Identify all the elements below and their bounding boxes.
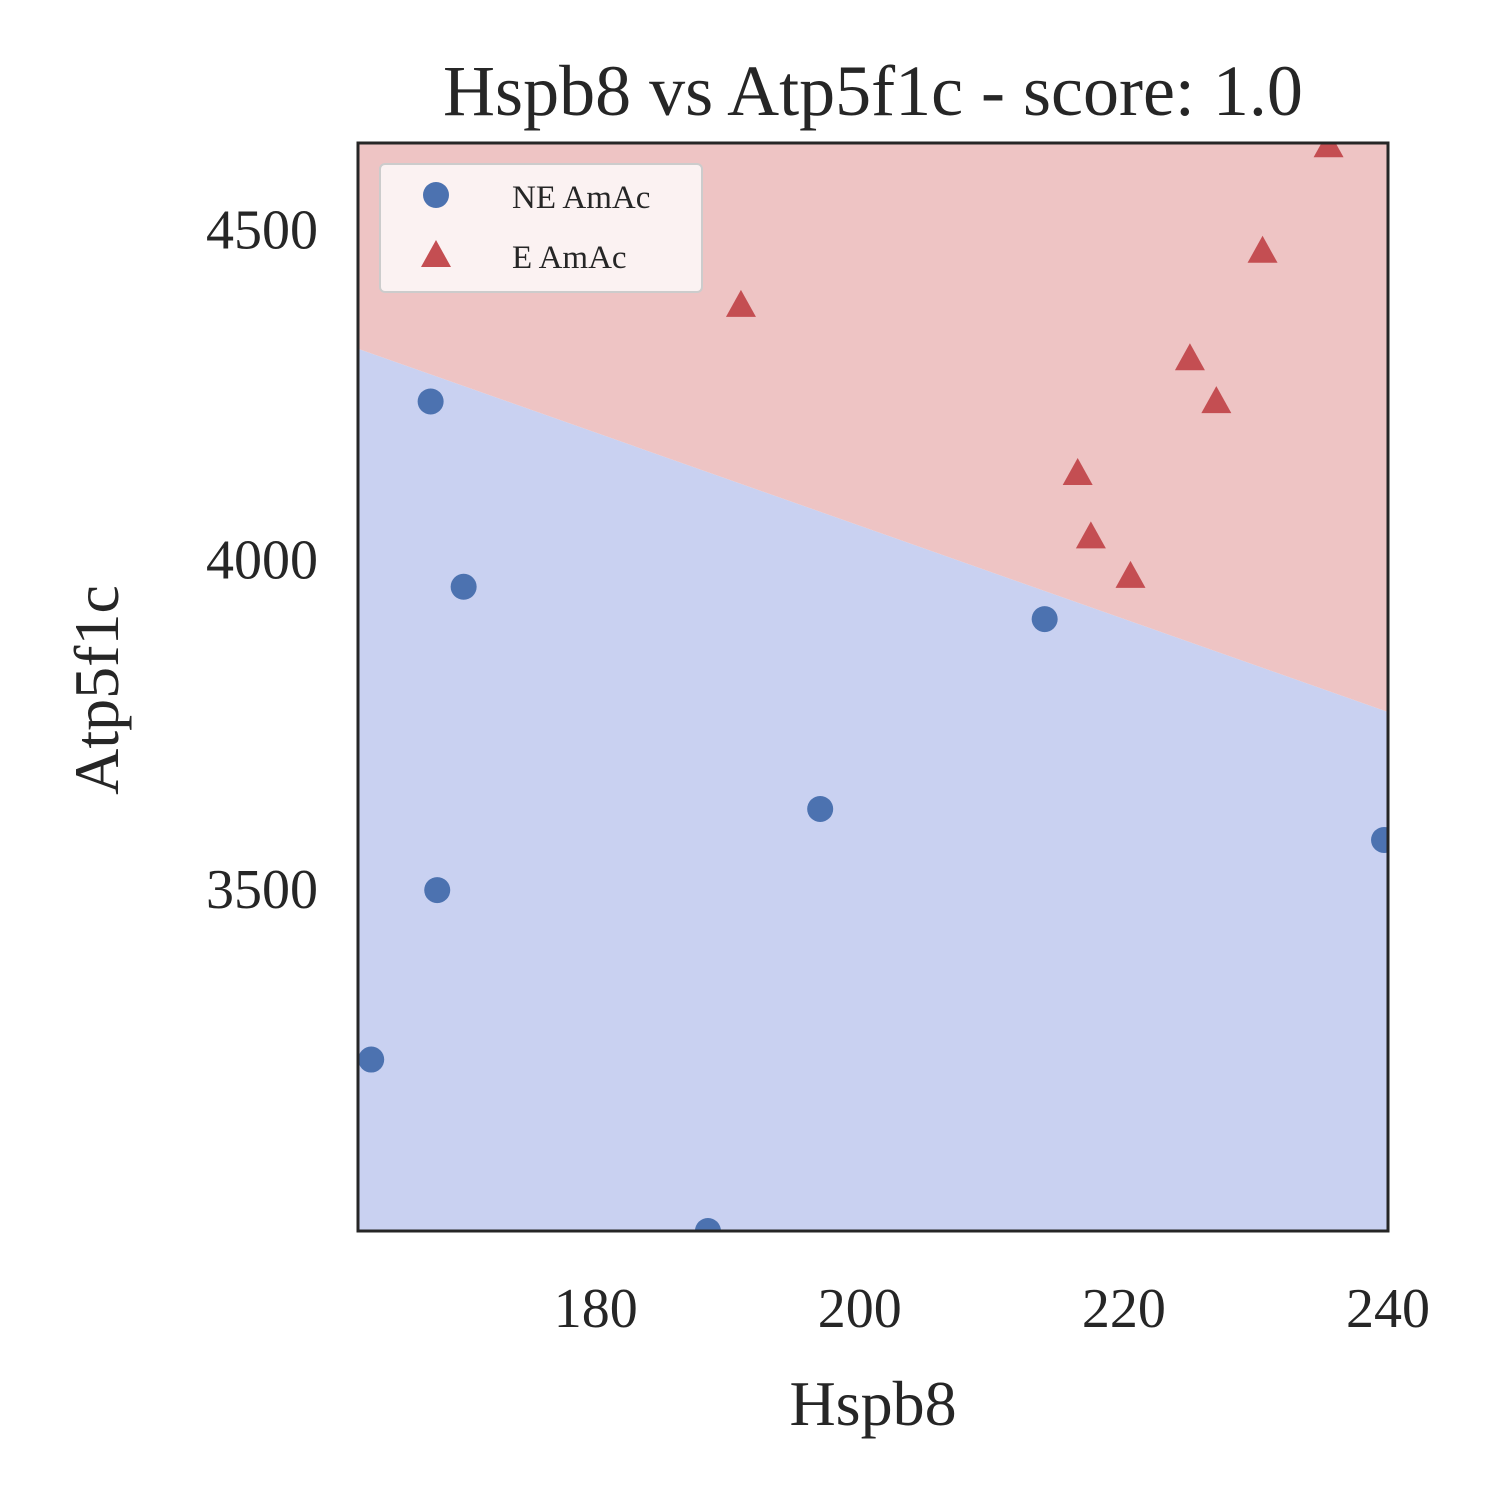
- x-axis-label: Hspb8: [789, 1368, 956, 1439]
- legend-label-e-amac: E AmAc: [512, 240, 627, 276]
- point-e-amac-2: [1075, 521, 1106, 549]
- y-tick-label-3500: 3500: [206, 859, 318, 921]
- point-ne-amac-7: [1371, 826, 1388, 853]
- point-ne-amac-1: [417, 388, 444, 415]
- point-ne-amac-6: [1031, 606, 1058, 633]
- point-e-amac-5: [1201, 386, 1232, 414]
- x-tick-label-220: 220: [1082, 1278, 1166, 1340]
- point-ne-amac-5: [807, 795, 834, 822]
- y-axis-ticks: 3500 4000 4500: [206, 200, 318, 921]
- data-points: [358, 143, 1388, 1231]
- legend-marker-e-amac: [421, 240, 451, 267]
- x-tick-label-240: 240: [1346, 1278, 1430, 1340]
- region-ne-amac: [358, 348, 1388, 1231]
- y-tick-label-4000: 4000: [206, 529, 318, 591]
- legend-label-ne-amac: NE AmAc: [512, 180, 650, 216]
- point-ne-amac-3: [450, 573, 477, 600]
- x-tick-label-180: 180: [554, 1278, 638, 1340]
- point-ne-amac-0: [358, 1046, 385, 1073]
- plot-frame: [356, 141, 1390, 1233]
- legend-box: [379, 163, 703, 293]
- x-tick-label-200: 200: [818, 1278, 902, 1340]
- y-tick-label-4500: 4500: [206, 200, 318, 262]
- x-axis-ticks: 180 200 220 240: [554, 1278, 1430, 1340]
- legend-marker-ne-amac: [423, 182, 449, 208]
- plot-area: [358, 143, 1388, 1231]
- point-e-amac-3: [1115, 560, 1146, 588]
- point-e-amac-7: [1313, 143, 1344, 158]
- point-ne-amac-4: [694, 1218, 721, 1231]
- point-ne-amac-2: [424, 877, 451, 904]
- point-e-amac-0: [725, 289, 756, 317]
- chart-title: Hspb8 vs Atp5f1c - score: 1.0: [443, 51, 1303, 131]
- point-e-amac-6: [1247, 235, 1278, 263]
- point-e-amac-1: [1062, 458, 1093, 486]
- y-axis-label: Atp5f1c: [61, 585, 132, 795]
- point-e-amac-4: [1174, 343, 1205, 371]
- legend: NE AmAc E AmAc: [379, 163, 703, 293]
